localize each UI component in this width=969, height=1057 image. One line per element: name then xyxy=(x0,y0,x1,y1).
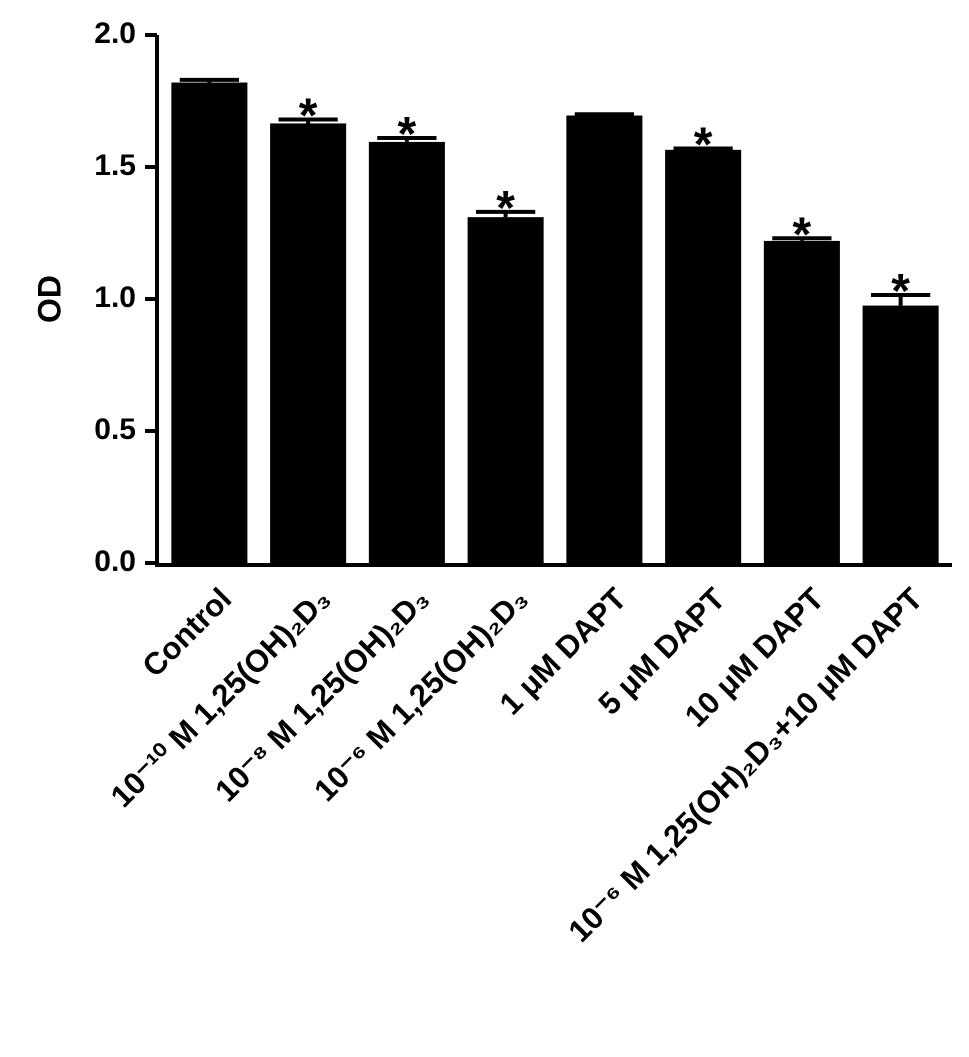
error-bar xyxy=(673,146,733,151)
error-bar xyxy=(871,293,931,306)
y-axis-label: OD xyxy=(31,275,67,323)
y-tick-label: 1.5 xyxy=(94,149,136,182)
significance-mark: * xyxy=(793,208,812,261)
y-tick-label: 0.5 xyxy=(94,413,136,446)
bar xyxy=(270,123,347,563)
error-bar xyxy=(772,236,832,241)
bar xyxy=(862,305,939,563)
significance-mark: * xyxy=(891,265,910,318)
bar xyxy=(368,141,445,564)
error-bar xyxy=(377,135,437,142)
x-tick-label: 10⁻⁶ M 1,25(OH)₂D₃+10 μM DAPT xyxy=(562,581,930,949)
error-bar xyxy=(179,77,239,83)
error-bar xyxy=(278,117,338,124)
significance-mark: * xyxy=(398,108,417,161)
x-tick-label: Control xyxy=(135,581,238,684)
y-tick-label: 2.0 xyxy=(94,17,136,50)
error-bar xyxy=(574,112,634,117)
error-bar xyxy=(476,209,536,218)
y-tick-label: 1.0 xyxy=(94,281,136,314)
bar xyxy=(171,82,248,564)
significance-mark: * xyxy=(496,182,515,235)
y-tick-label: 0.0 xyxy=(94,545,136,578)
bar xyxy=(467,217,544,563)
significance-mark: * xyxy=(299,89,318,142)
bar xyxy=(665,149,742,563)
bar xyxy=(763,240,840,564)
bar xyxy=(566,115,643,564)
significance-mark: * xyxy=(694,119,713,172)
